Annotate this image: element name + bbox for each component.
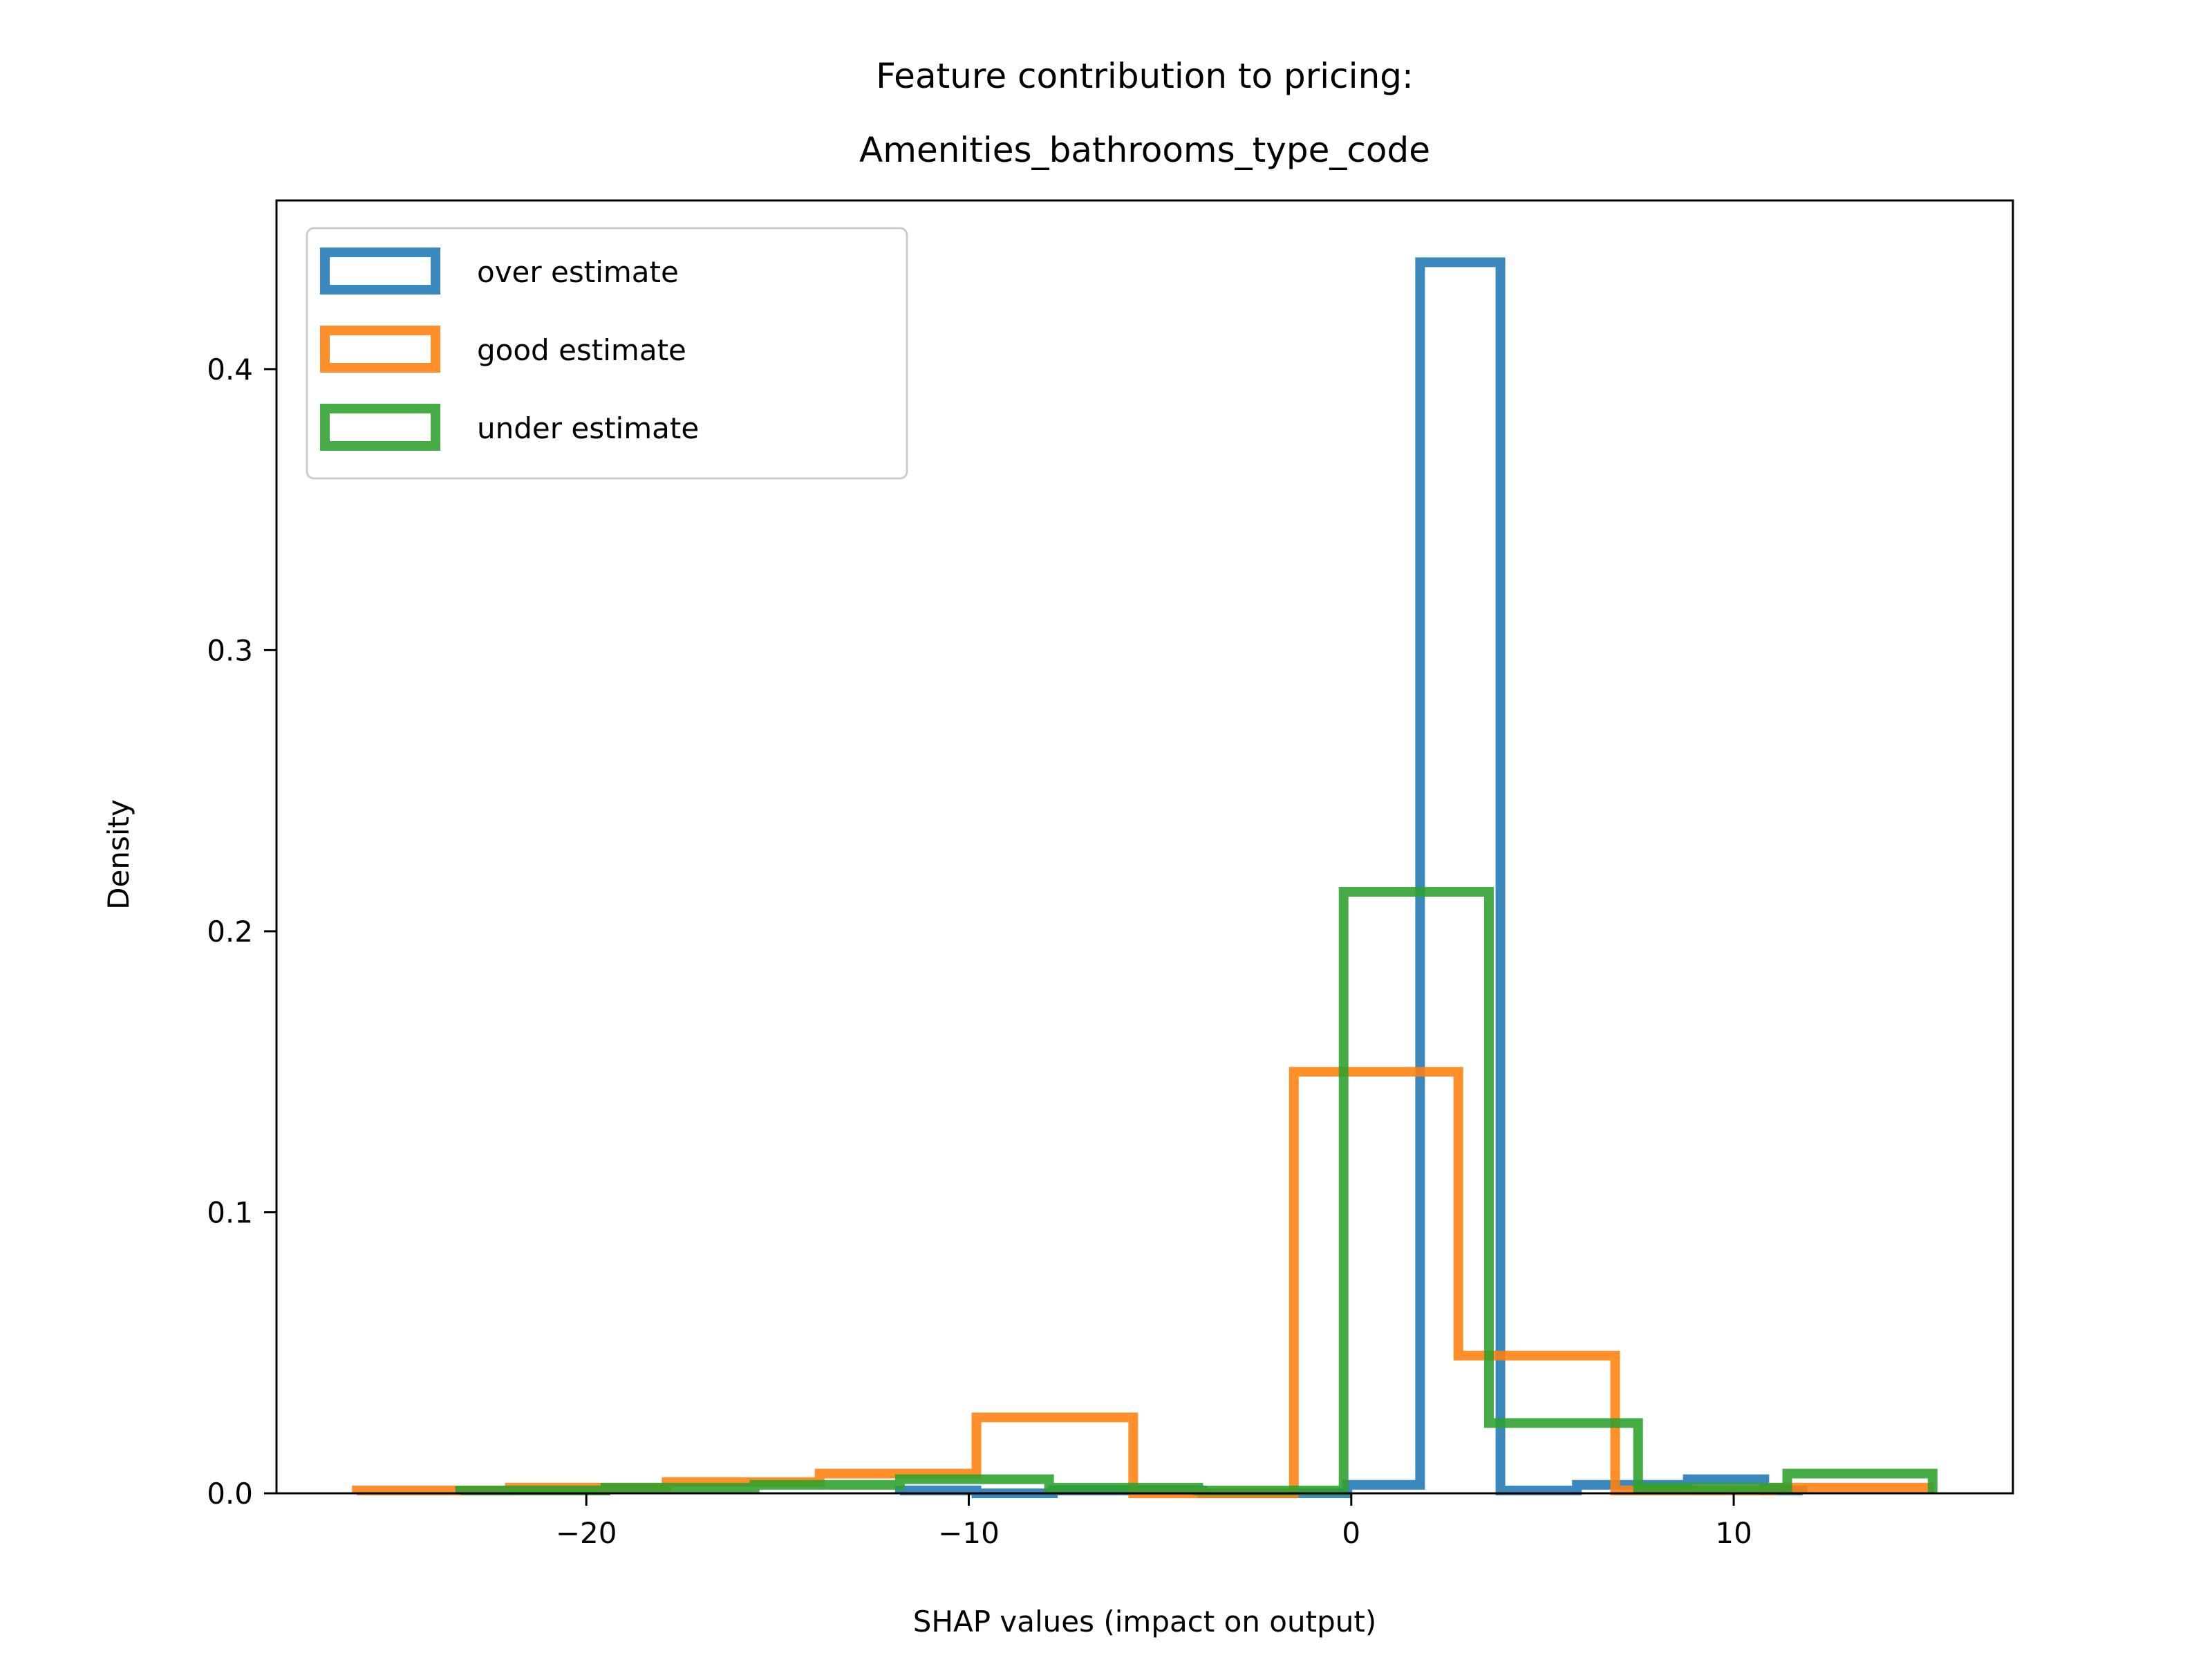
legend-label: under estimate	[477, 411, 699, 445]
y-axis-label: Density	[102, 799, 135, 910]
x-tick-label: −10	[938, 1516, 1000, 1550]
y-tick-label: 0.2	[207, 915, 253, 949]
y-tick-label: 0.3	[207, 633, 253, 667]
legend-label: over estimate	[477, 255, 679, 289]
histogram-bin	[900, 1479, 1049, 1493]
histogram-bin	[755, 1485, 900, 1493]
axes-frame	[275, 199, 2014, 1495]
legend: over estimate good estimate under estimate	[306, 227, 908, 480]
chart-title-line2: Amenities_bathrooms_type_code	[859, 130, 1430, 170]
chart-title-line1: Feature contribution to pricing:	[876, 56, 1414, 96]
histogram-bin	[1489, 1423, 1638, 1493]
x-axis-label: SHAP values (impact on output)	[913, 1605, 1376, 1638]
histogram-bin	[1344, 892, 1489, 1493]
histogram-bin	[1788, 1474, 1933, 1493]
legend-swatch	[320, 248, 440, 295]
series-under-estimate-outline	[455, 887, 1938, 1495]
y-tick-label: 0.0	[207, 1477, 253, 1511]
y-tick-label: 0.1	[207, 1195, 253, 1229]
x-tick-label: −20	[556, 1516, 617, 1550]
legend-label: good estimate	[477, 333, 686, 367]
x-tick-label: 10	[1715, 1516, 1752, 1550]
y-tick-label: 0.4	[207, 353, 253, 386]
legend-swatch	[320, 326, 440, 373]
legend-swatch	[320, 404, 440, 451]
legend-box	[306, 227, 908, 480]
plot-area: −20 −10 0 10 0.0 0.1 0.2 0.3 0.4	[207, 199, 2014, 1550]
x-tick-label: 0	[1342, 1516, 1360, 1550]
